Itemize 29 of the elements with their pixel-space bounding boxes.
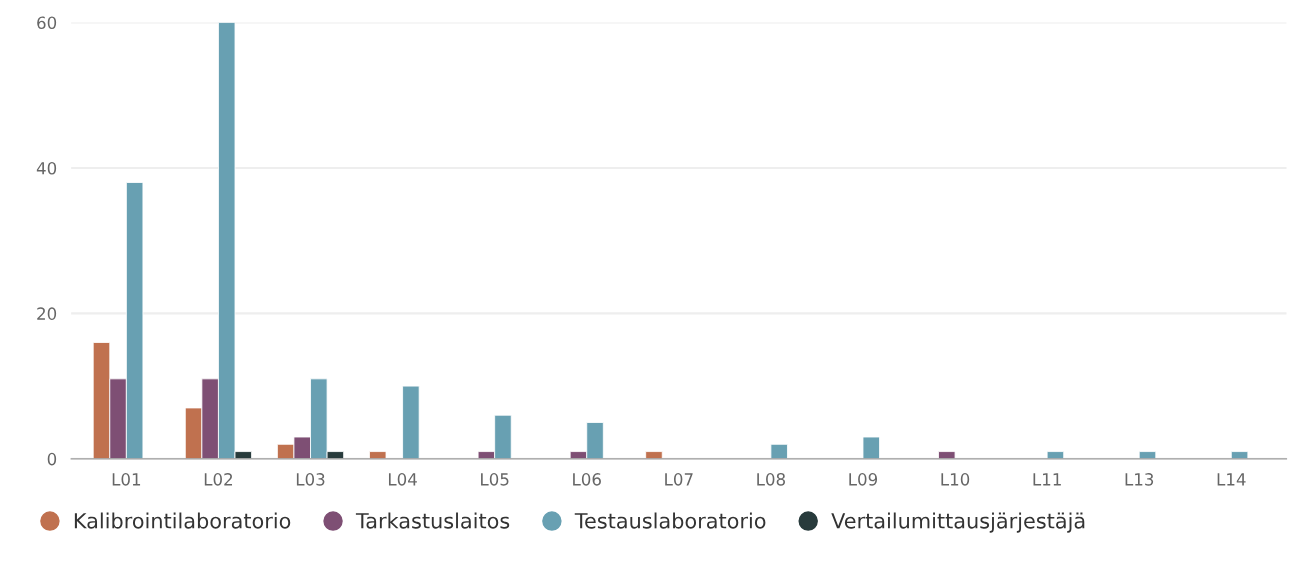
legend-label: Testauslaboratorio	[574, 512, 766, 529]
x-tick-label: L04	[388, 473, 417, 486]
bar	[770, 443, 788, 459]
x-tick-label: L06	[573, 473, 601, 486]
x-tick-label: L13	[1125, 473, 1154, 486]
x-tick-label: L11	[1033, 473, 1061, 486]
x-tick-label: L10	[941, 473, 970, 486]
legend-label: Vertailumittausjärjestäjä	[831, 512, 1085, 533]
bar	[402, 385, 420, 459]
x-tick-label: L09	[849, 473, 878, 486]
x-tick-label: L07	[665, 473, 693, 486]
x-tick-label: L01	[112, 473, 141, 486]
legend-label: Kalibrointilaboratorio	[74, 512, 291, 529]
y-tick-label: 40	[36, 161, 57, 175]
bar	[1046, 451, 1065, 459]
x-tick-label: L05	[481, 473, 509, 486]
bar	[1230, 451, 1249, 459]
x-tick-label: L14	[1217, 473, 1246, 486]
bar	[938, 451, 956, 459]
y-tick-label: 20	[37, 307, 57, 320]
x-tick-label: L02	[204, 473, 233, 486]
x-tick-label: L08	[757, 473, 786, 486]
y-tick-label: 60	[37, 16, 57, 30]
bar	[862, 436, 880, 459]
bar	[645, 451, 663, 459]
x-tick-label: L03	[296, 473, 325, 486]
bar	[369, 451, 387, 459]
legend-label: Tarkastuslaitos	[355, 512, 510, 529]
y-tick-label: 0	[47, 452, 57, 466]
